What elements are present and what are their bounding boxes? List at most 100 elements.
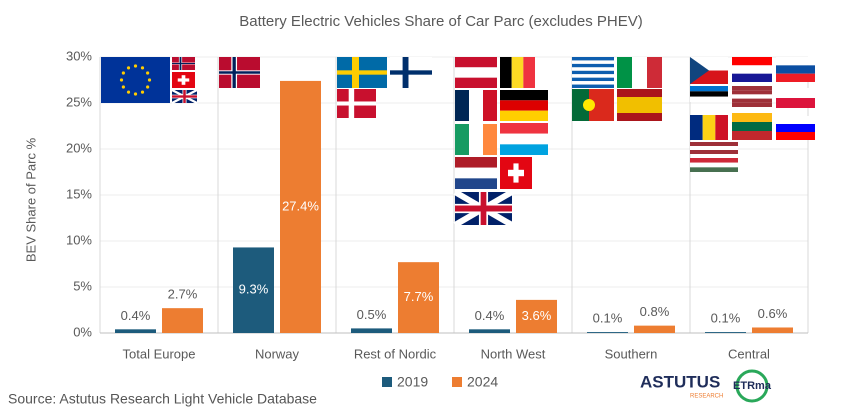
flag (455, 57, 497, 68)
flag (690, 115, 703, 140)
flag (469, 124, 483, 155)
data-label: 2.7% (168, 287, 198, 302)
flag (690, 91, 728, 97)
flag (572, 67, 614, 71)
flag (732, 86, 772, 91)
flag (455, 90, 469, 121)
y-tick-label: 10% (66, 232, 92, 247)
flag (523, 57, 535, 88)
bar (634, 325, 675, 333)
logo: ASTUTUS (640, 372, 720, 391)
flag (732, 98, 772, 103)
flag (119, 78, 124, 82)
flag (690, 162, 738, 168)
flag (337, 101, 376, 106)
flag (690, 96, 728, 102)
flag (572, 89, 589, 121)
flag (715, 115, 728, 140)
flag (617, 105, 662, 113)
flag (572, 60, 614, 64)
flag (177, 78, 190, 82)
flag (732, 90, 772, 95)
bar (162, 308, 203, 333)
flag (732, 94, 772, 99)
flag (776, 65, 815, 74)
flag (732, 57, 772, 66)
flag (732, 73, 772, 82)
flag (126, 90, 131, 94)
data-label: 3.6% (522, 308, 552, 323)
flag (455, 67, 497, 78)
logo: ETRma (733, 380, 772, 392)
data-label: 27.4% (282, 198, 319, 213)
y-axis-label: BEV Share of Parc % (23, 137, 38, 262)
flag (121, 85, 125, 89)
flag (690, 146, 738, 150)
flag (483, 124, 497, 155)
flag (776, 116, 815, 124)
x-tick-label: Rest of Nordic (354, 346, 437, 361)
flag (690, 167, 738, 172)
flag (500, 133, 548, 145)
flag (101, 57, 170, 103)
flag (500, 144, 548, 155)
legend-label: 2024 (467, 374, 498, 390)
flag (776, 57, 815, 66)
flag (572, 77, 614, 82)
bar (516, 299, 557, 333)
data-label: 0.4% (121, 308, 151, 323)
bar (705, 332, 746, 333)
flag (455, 157, 497, 168)
x-tick-label: Central (728, 346, 770, 361)
flag (776, 124, 815, 132)
flag (500, 57, 512, 88)
flag (140, 66, 145, 70)
flag (147, 78, 152, 82)
flag (732, 102, 772, 107)
flag (732, 113, 772, 122)
data-label: 7.7% (404, 289, 434, 304)
flag (732, 131, 772, 140)
flag (121, 71, 125, 75)
flag (572, 63, 614, 68)
flag (172, 95, 197, 98)
y-tick-label: 30% (66, 48, 92, 63)
data-label: 0.1% (593, 311, 623, 326)
flag (583, 99, 595, 111)
flag (140, 90, 145, 94)
flag (469, 90, 483, 121)
flag (500, 110, 548, 121)
flag (732, 122, 772, 131)
data-label: 0.1% (711, 311, 741, 326)
flag (647, 57, 662, 88)
flag (390, 70, 432, 75)
flag (126, 66, 131, 70)
flag (572, 84, 614, 88)
flag (776, 73, 815, 82)
flag (455, 77, 497, 88)
bar (351, 328, 392, 333)
bar (280, 80, 321, 333)
y-tick-label: 0% (73, 324, 92, 339)
legend-swatch (452, 377, 462, 387)
flag (455, 167, 497, 179)
flag (690, 142, 738, 146)
bar (469, 329, 510, 333)
flag (146, 71, 150, 75)
flag (690, 150, 738, 154)
data-label: 9.3% (239, 282, 269, 297)
y-tick-label: 25% (66, 94, 92, 109)
flag (455, 205, 512, 212)
flag (776, 132, 815, 140)
x-tick-label: Total Europe (123, 346, 196, 361)
x-tick-label: Southern (605, 346, 658, 361)
legend-label: 2019 (397, 374, 428, 390)
flag (133, 64, 138, 68)
bar (587, 332, 628, 333)
legend-swatch (382, 377, 392, 387)
x-tick-label: Norway (255, 346, 300, 361)
logo-ring (735, 369, 769, 403)
flag (483, 90, 497, 121)
flag (337, 70, 387, 75)
